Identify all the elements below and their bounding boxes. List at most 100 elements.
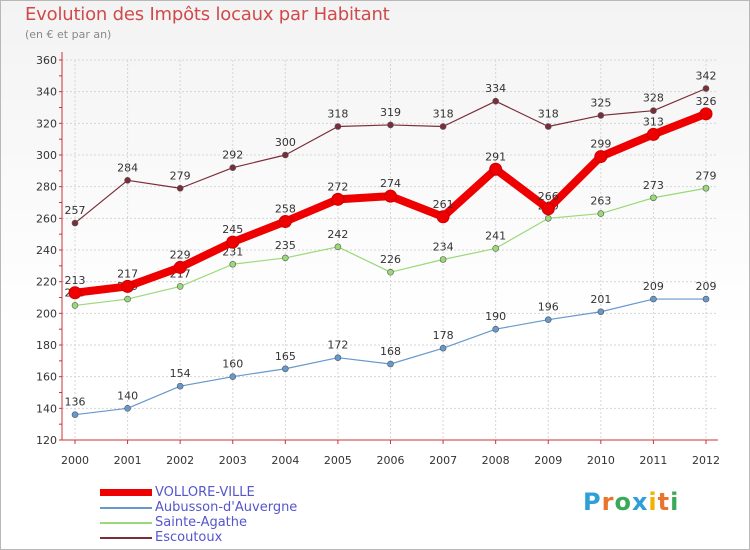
data-label: 273 — [643, 179, 664, 192]
data-label: 242 — [327, 228, 348, 241]
data-label: 136 — [65, 396, 86, 409]
y-tick-label: 220 — [36, 276, 57, 289]
legend-item-escoutoux[interactable]: Escoutoux — [100, 530, 420, 545]
data-point — [650, 194, 657, 202]
data-label: 300 — [275, 136, 296, 149]
data-point — [334, 123, 342, 130]
x-tick-label: 2012 — [692, 454, 720, 467]
data-point — [334, 354, 342, 361]
data-label: 257 — [65, 204, 86, 217]
data-label: 299 — [590, 138, 611, 151]
data-label: 245 — [222, 223, 243, 236]
data-point — [597, 112, 605, 119]
data-point — [544, 123, 552, 130]
data-label: 263 — [590, 195, 611, 208]
data-label: 178 — [433, 329, 454, 342]
data-label: 261 — [433, 198, 454, 211]
data-label: 319 — [380, 106, 401, 119]
data-label: 318 — [538, 108, 559, 121]
chart-subtitle: (en € et par an) — [25, 28, 112, 41]
data-label: 334 — [485, 82, 506, 95]
x-tick-label: 2011 — [639, 454, 667, 467]
data-label: 190 — [485, 310, 506, 323]
y-tick-label: 340 — [36, 86, 57, 99]
x-tick-label: 2007 — [429, 454, 457, 467]
y-tick-label: 260 — [36, 212, 57, 225]
data-point — [71, 411, 79, 418]
data-label: 325 — [590, 96, 611, 109]
data-label: 274 — [380, 177, 401, 190]
data-point — [544, 215, 552, 222]
x-tick-label: 2006 — [377, 454, 405, 467]
y-tick-label: 140 — [36, 402, 57, 415]
data-label: 201 — [590, 293, 611, 306]
logo-letter: o — [614, 488, 632, 516]
data-label: 209 — [643, 280, 664, 293]
data-point — [384, 189, 397, 203]
data-label: 342 — [696, 70, 717, 83]
data-point — [229, 164, 237, 171]
data-point — [699, 107, 713, 121]
data-point — [387, 360, 394, 368]
legend-swatch — [100, 489, 152, 496]
data-point — [334, 243, 342, 251]
data-point — [226, 235, 240, 249]
y-tick-label: 160 — [36, 371, 57, 384]
data-point — [282, 365, 289, 373]
data-point — [492, 245, 499, 252]
data-label: 209 — [696, 280, 717, 293]
data-label: 213 — [65, 274, 86, 287]
data-label: 241 — [485, 229, 506, 242]
logo-letter: r — [601, 488, 615, 516]
series-aubusson-d-auvergne: 136 140 154 160 165 172 168 178 190 196 201 209 209 — [65, 280, 717, 418]
y-tick-label: 180 — [36, 339, 57, 352]
data-point — [176, 382, 184, 390]
data-label: 196 — [538, 301, 559, 314]
data-label: 229 — [170, 248, 191, 261]
legend-item-vollore-ville[interactable]: VOLLORE-VILLE — [100, 485, 420, 500]
data-point — [387, 268, 394, 276]
data-point — [439, 256, 447, 263]
legend-item-aubusson[interactable]: Aubusson-d'Auvergne — [100, 500, 420, 515]
legend-label: Sainte-Agathe — [155, 515, 248, 530]
data-point — [387, 121, 394, 129]
data-point — [331, 192, 345, 206]
logo-letter: x — [631, 488, 649, 516]
data-point — [597, 308, 605, 316]
data-point — [492, 97, 499, 105]
data-point — [541, 202, 555, 216]
data-label: 234 — [433, 241, 454, 254]
x-tick-label: 2010 — [587, 454, 615, 467]
data-point — [650, 107, 657, 114]
legend-label: Aubusson-d'Auvergne — [155, 500, 298, 515]
data-point — [68, 286, 82, 300]
series-vollore-ville: 213 217 229 245 258 272 274 261 291 266 299 313 326 — [65, 95, 717, 300]
data-point — [646, 127, 660, 141]
legend: VOLLORE-VILLE Aubusson-d'Auvergne Sainte… — [100, 485, 420, 545]
y-tick-label: 240 — [36, 244, 57, 257]
legend-label: Escoutoux — [155, 530, 223, 545]
data-point — [71, 219, 79, 227]
legend-item-sainte-agathe[interactable]: Sainte-Agathe — [100, 515, 420, 530]
data-label: 279 — [696, 169, 717, 182]
data-point — [544, 316, 552, 323]
data-point — [492, 325, 499, 333]
data-point — [489, 162, 503, 176]
x-tick-label: 2005 — [324, 454, 352, 467]
data-point — [278, 215, 292, 228]
data-point — [124, 405, 131, 412]
data-point — [124, 295, 131, 303]
logo-letter: P — [583, 488, 602, 516]
data-label: 326 — [696, 95, 717, 108]
proxiti-logo: Proxiti — [583, 488, 679, 516]
y-tick-label: 200 — [36, 307, 57, 320]
data-point — [71, 302, 79, 309]
data-label: 292 — [222, 149, 243, 162]
data-point — [173, 260, 187, 274]
x-tick-label: 2004 — [271, 454, 299, 467]
data-label: 328 — [643, 92, 664, 105]
y-tick-label: 120 — [36, 434, 57, 447]
data-label: 258 — [275, 203, 296, 216]
data-point — [702, 85, 710, 92]
